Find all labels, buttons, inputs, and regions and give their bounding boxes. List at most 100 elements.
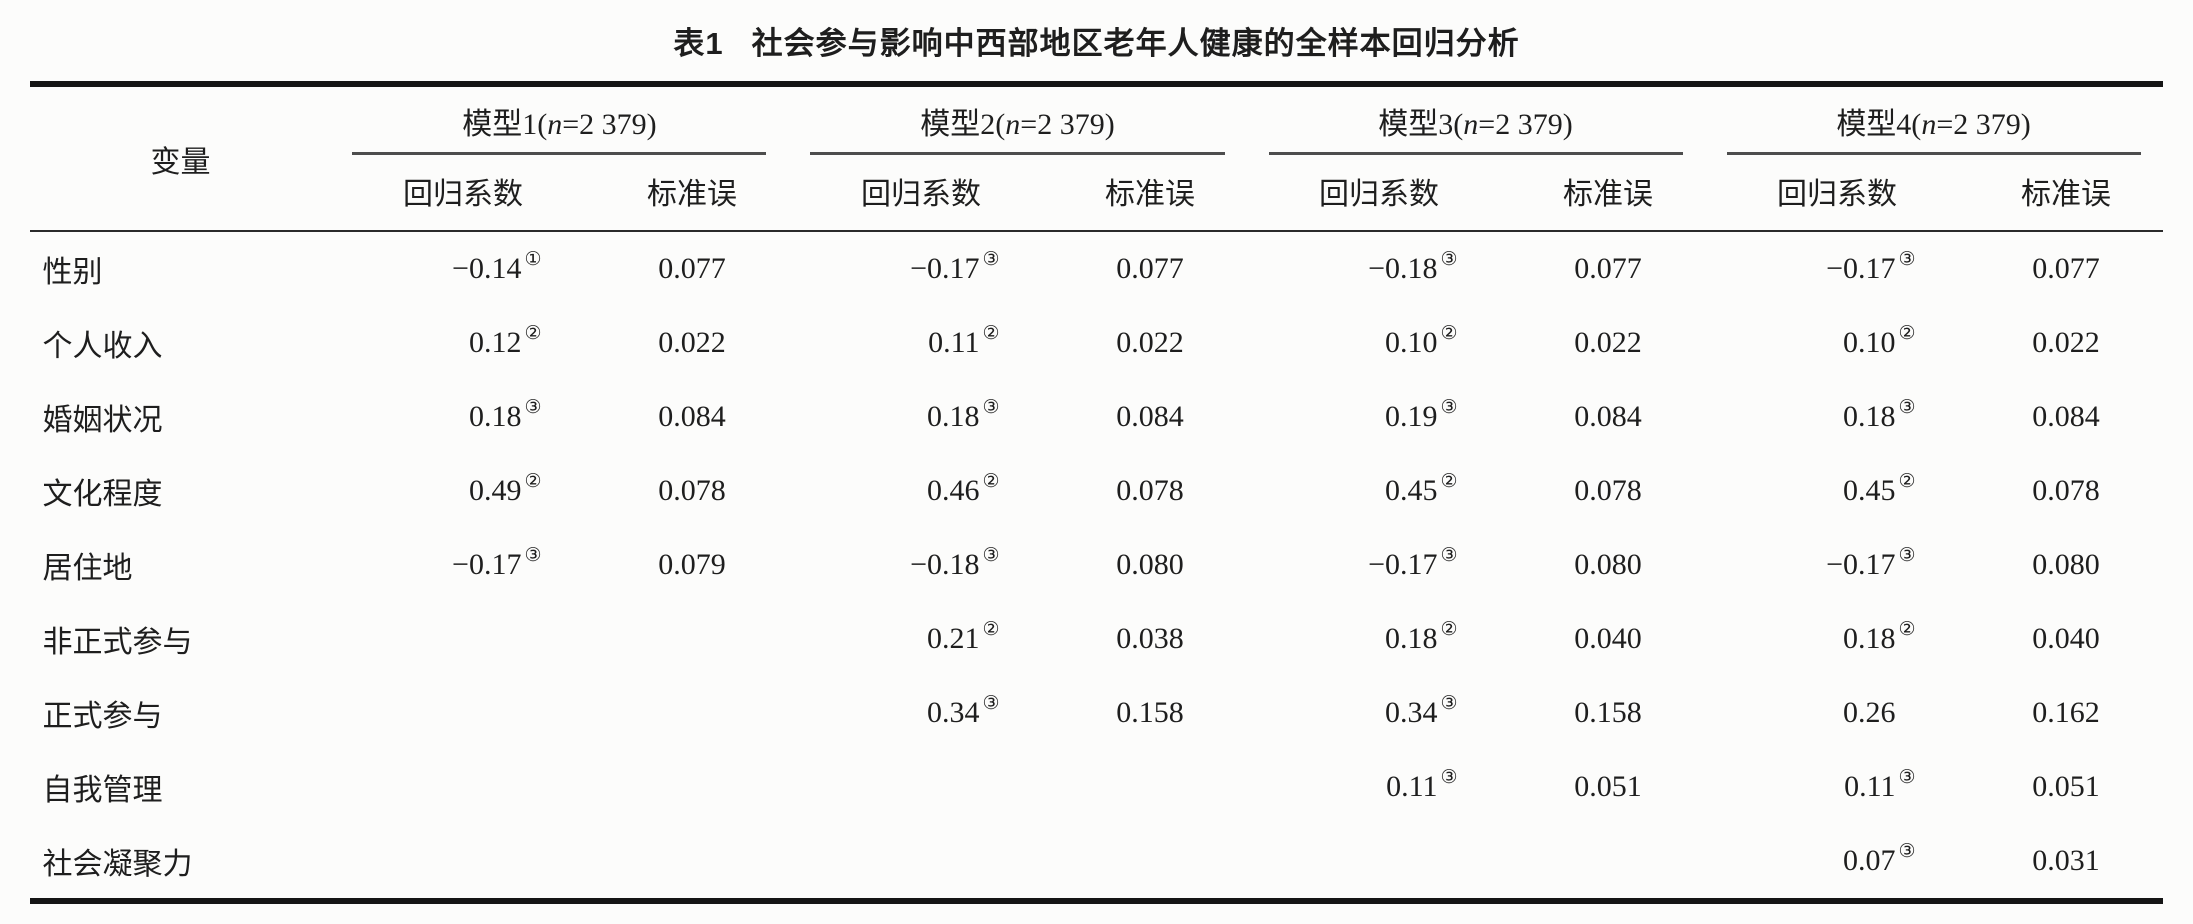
table-row: 非正式参与 0.21 ② 0.038 0.18 ② 0.040 0.18 ② 0.040 [30,602,2162,676]
coef-header-model-1: 回归系数 [330,155,596,232]
coef-value: −0.17 [1826,252,1896,285]
regression-table: 变量 模型1(n=2 379) 模型2(n=2 379) 模型3(n=2 379… [30,81,2163,904]
model-header-row: 变量 模型1(n=2 379) 模型2(n=2 379) 模型3(n=2 379… [30,84,2163,232]
se-cell: 0.077 [1574,252,1642,285]
se-cell [595,602,788,676]
coef-cell: −0.14 ① [452,249,542,285]
coef-cell: 0.45 ② [1843,471,1916,507]
se-cell [1053,750,1246,824]
se-cell [595,824,788,901]
se-cell: 0.158 [1116,696,1184,729]
coef-value: 0.18 [1843,400,1896,433]
coef-value: 0.18 [468,400,522,433]
coef-cell [330,824,595,901]
coef-value: −0.17 [1368,548,1438,581]
model-2-header-label: 模型2(n=2 379) [810,87,1225,155]
row-label: 自我管理 [42,774,163,807]
model-1-header-label: 模型1(n=2 379) [352,87,767,155]
coef-cell: 0.10 ② [1385,323,1458,359]
se-cell: 0.022 [1574,326,1642,359]
table-row: 居住地 −0.17 ③ 0.079 −0.18 ③ 0.080 −0.17 ③ 0.080 −0.1… [30,528,2162,602]
row-label: 社会凝聚力 [42,848,193,881]
se-cell: 0.040 [2032,622,2100,655]
coef-value: 0.26 [1843,696,1896,729]
coef-cell [330,750,595,824]
coef-cell: 0.34 ③ [1385,693,1458,729]
coef-value: −0.18 [910,548,980,581]
coef-value: 0.12 [468,326,522,359]
se-cell: 0.158 [1574,696,1642,729]
row-label: 婚姻状况 [42,404,163,437]
se-cell: 0.078 [2032,474,2100,507]
row-label: 性别 [42,256,103,289]
coef-value: −0.17 [1826,548,1896,581]
se-cell: 0.022 [658,326,726,359]
variable-column-header: 变量 [30,84,331,232]
coef-cell [788,824,1053,901]
se-cell: 0.080 [1116,548,1184,581]
se-cell: 0.080 [1574,548,1642,581]
se-cell: 0.078 [1574,474,1642,507]
coef-cell: 0.49 ② [468,471,542,507]
coef-cell: 0.21 ② [926,619,1000,655]
table-row: 自我管理 0.11 ③ 0.051 0.11 ③ 0.051 [30,750,2162,824]
coef-cell: 0.12 ② [468,323,542,359]
coef-cell: 0.46 ② [926,471,1000,507]
se-cell [1053,824,1246,901]
coef-cell: −0.18 ③ [1368,249,1458,285]
se-cell: 0.084 [1116,400,1184,433]
coef-value: 0.45 [1843,474,1896,507]
coef-header-model-3: 回归系数 [1246,155,1512,232]
coef-cell: 0.34 ③ [926,693,1000,729]
se-cell: 0.079 [658,548,726,581]
se-cell: 0.080 [2032,548,2100,581]
coef-cell: −0.17 ③ [910,249,1000,285]
coef-cell [1247,824,1512,901]
sub-header-row: 回归系数 标准误 回归系数 标准误 回归系数 标准误 回归系数 标准误 [30,155,2163,232]
coef-value: 0.11 [928,326,980,359]
model-4-header-label: 模型4(n=2 379) [1726,87,2141,155]
coef-cell: 0.11 ② [928,323,1000,359]
coef-cell: −0.17 ③ [452,545,542,581]
model-4-header: 模型4(n=2 379) [1705,84,2163,155]
coef-cell: −0.17 ③ [1826,249,1916,285]
coef-cell: 0.10 ② [1843,323,1916,359]
row-label: 正式参与 [42,700,163,733]
coef-value: 0.21 [926,622,980,655]
coef-cell [330,602,595,676]
se-cell: 0.077 [658,252,726,285]
coef-cell: 0.18 ③ [926,397,1000,433]
model-1-header: 模型1(n=2 379) [330,84,788,155]
model-3-header-label: 模型3(n=2 379) [1268,87,1683,155]
se-cell: 0.162 [2032,696,2100,729]
coef-cell: 0.18 ② [1843,619,1916,655]
table-title: 表1 社会参与影响中西部地区老年人健康的全样本回归分析 [0,0,2193,63]
coef-cell: 0.18 ③ [468,397,542,433]
se-cell: 0.040 [1574,622,1642,655]
table-row: 性别 −0.14 ① 0.077 −0.17 ③ 0.077 −0.18 ③ 0.077 −0.17… [30,231,2162,306]
coef-value: 0.49 [468,474,522,507]
coef-value: −0.14 [452,252,522,285]
note-pseudo-r2: 注:模型1的伪R2=0.054,模型2的伪R2=0.069,模型3的伪R2=0.… [102,920,2193,924]
row-label: 文化程度 [42,478,163,511]
coef-cell: 0.11 ③ [1844,767,1916,803]
coef-value: 0.18 [926,400,980,433]
coef-header-model-2: 回归系数 [788,155,1054,232]
model-2-header: 模型2(n=2 379) [788,84,1246,155]
se-cell [1512,824,1705,901]
coef-cell: 0.26 [1705,676,1970,750]
table-notes: 注:模型1的伪R2=0.054,模型2的伪R2=0.069,模型3的伪R2=0.… [102,920,2193,924]
coef-cell: −0.17 ③ [1368,545,1458,581]
se-cell [595,750,788,824]
coef-cell: −0.18 ③ [910,545,1000,581]
table-row: 婚姻状况 0.18 ③ 0.084 0.18 ③ 0.084 0.19 ③ 0.084 0.18 ③ 0… [30,380,2162,454]
coef-value: 0.10 [1843,326,1896,359]
se-cell: 0.031 [2032,844,2100,877]
table-number: 表1 [673,26,724,61]
coef-value: 0.46 [926,474,980,507]
coef-value: 0.18 [1843,622,1896,655]
coef-value: 0.07 [1843,844,1896,877]
row-label: 个人收入 [42,330,163,363]
se-header-model-3: 标准误 [1511,155,1705,232]
